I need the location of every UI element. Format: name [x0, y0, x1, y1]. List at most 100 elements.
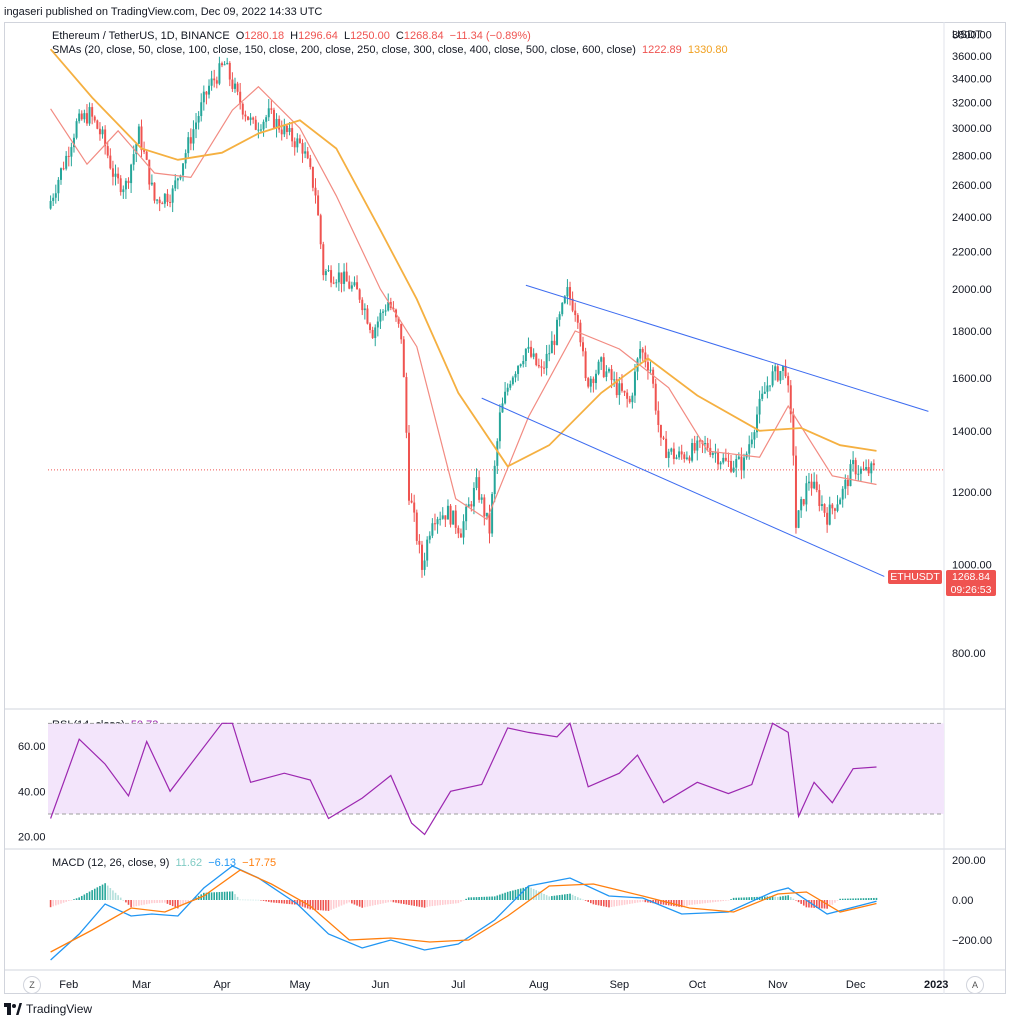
candle-body — [454, 510, 457, 528]
candle-body — [117, 173, 120, 179]
macd-hist-bar — [847, 898, 849, 900]
macd-hist-bar — [408, 900, 410, 905]
candle-body — [244, 114, 247, 117]
macd-hist-bar — [862, 898, 865, 900]
candle-body — [535, 353, 538, 366]
macd-hist-bar — [452, 900, 454, 904]
macd-hist-bar — [166, 900, 169, 904]
macd-hist-bar — [704, 900, 706, 904]
candle-body — [369, 323, 372, 330]
macd-hist-bar — [132, 900, 135, 907]
candle-body — [431, 523, 434, 536]
candle-body — [633, 371, 636, 396]
candle-body — [348, 281, 351, 289]
macd-hist-bar — [431, 900, 434, 907]
macd-hist-bar — [706, 900, 709, 903]
macd-hist-bar — [343, 900, 345, 905]
macd-hist-bar — [867, 898, 870, 900]
macd-legend[interactable]: MACD (12, 26, close, 9) 11.62 −6.13 −17.… — [52, 857, 276, 869]
candle-body — [446, 505, 449, 520]
candle-body — [208, 85, 211, 95]
macd-hist-bar — [795, 900, 797, 901]
tradingview-brand[interactable]: TradingView — [4, 1002, 92, 1016]
candle-body — [678, 451, 681, 458]
macd-hist-bar — [415, 900, 418, 907]
macd-hist-bar — [299, 900, 301, 906]
candle-body — [569, 287, 572, 299]
price-tick-label: 3800.00 — [952, 29, 992, 41]
macd-hist-bar — [312, 900, 314, 910]
candle-body — [605, 371, 608, 377]
macd-hist-bar — [260, 900, 262, 901]
macd-hist-bar — [779, 896, 782, 900]
candle-body — [452, 510, 455, 525]
symbol-description[interactable]: Ethereum / TetherUS, 1D, BINANCE — [52, 30, 230, 42]
time-tick-label: Sep — [610, 979, 630, 991]
candle-body — [478, 477, 481, 500]
macd-hist-bar — [675, 900, 678, 907]
macd-hist-bar — [288, 900, 291, 905]
macd-hist-bar — [65, 900, 67, 902]
auto-scale-button[interactable]: A — [966, 976, 984, 994]
last-price: 1268.84 — [952, 571, 990, 583]
rsi-tick-label: 60.00 — [18, 741, 46, 753]
macd-hist-bar — [60, 900, 62, 904]
zoom-button[interactable]: Z — [23, 976, 41, 994]
candle-body — [550, 340, 553, 354]
candle-body — [433, 523, 436, 525]
candle-body — [467, 504, 470, 507]
macd-hist-bar — [571, 894, 574, 900]
candle-body — [665, 438, 668, 458]
macd-hist-bar — [239, 899, 241, 901]
sma-legend[interactable]: SMAs (20, close, 50, close, 100, close, … — [52, 44, 728, 56]
candle-body — [145, 151, 148, 160]
macd-hist-bar — [187, 900, 190, 903]
candle-body — [231, 79, 234, 89]
macd-hist-bar — [551, 896, 553, 900]
macd-hist-bar — [457, 900, 460, 904]
candle-body — [672, 448, 675, 459]
macd-hist-bar — [148, 900, 151, 904]
candle-body — [426, 539, 429, 561]
macd-hist-bar — [423, 900, 426, 908]
candle-body — [784, 366, 787, 377]
candle-body — [293, 141, 296, 148]
macd-hist-bar — [860, 898, 862, 900]
candle-body — [794, 455, 797, 528]
macd-hist-bar — [873, 897, 875, 900]
candle-body — [800, 499, 803, 511]
candle-body — [345, 271, 348, 282]
publish-info: ingaseri published on TradingView.com, D… — [4, 6, 323, 18]
candle-body — [257, 129, 260, 131]
candle-body — [761, 393, 764, 399]
time-tick-label: Jun — [372, 979, 390, 991]
macd-hist-bar — [190, 900, 192, 901]
macd-hist-bar — [818, 900, 821, 909]
trendline-upper — [525, 284, 929, 412]
macd-hist-bar — [228, 891, 231, 900]
macd-hist-bar — [322, 900, 325, 911]
candle-body — [119, 178, 122, 193]
candle-body — [54, 193, 57, 198]
candle-body — [781, 366, 784, 372]
candle-body — [841, 488, 844, 500]
candle-body — [776, 366, 779, 381]
candle-body — [301, 142, 304, 154]
candle-body — [693, 443, 696, 451]
macd-hist-bar — [184, 900, 187, 904]
macd-hist-bar — [340, 900, 343, 906]
macd-hist-bar — [683, 900, 686, 907]
candle-body — [831, 504, 834, 509]
macd-hist-bar — [844, 898, 847, 900]
candle-body — [52, 197, 55, 201]
macd-hist-bar — [636, 900, 639, 903]
macd-hist-bar — [392, 900, 395, 903]
macd-hist-bar — [377, 900, 379, 905]
candle-body — [743, 457, 746, 471]
macd-hist-bar — [839, 898, 841, 900]
macd-hist-bar — [400, 900, 403, 904]
candle-body — [870, 463, 873, 474]
candle-body — [483, 497, 486, 517]
macd-hist-bar — [722, 900, 725, 902]
